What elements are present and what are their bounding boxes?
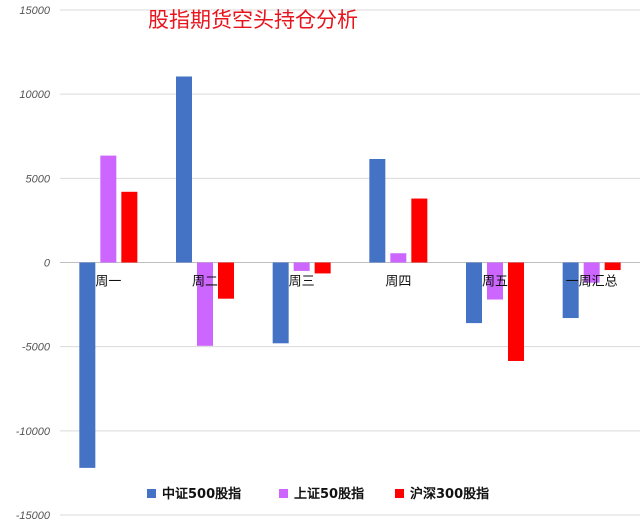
- y-tick-label: 10000: [19, 89, 50, 101]
- x-tick-label: 周二: [192, 275, 218, 290]
- bar-series-1-4: [369, 158, 386, 263]
- bar-series-3-1: [121, 191, 138, 263]
- bar-series-3-4: [411, 198, 428, 263]
- bar-series-3-3: [314, 262, 331, 274]
- bar-series-3-5: [508, 262, 524, 361]
- y-tick-label: 15000: [19, 5, 50, 17]
- x-tick-label: 一周汇总: [566, 275, 618, 290]
- bar-series-1-6: [562, 262, 579, 319]
- y-axis-ticks: 15000 10000 5000 0 -5000 -10000 -15000: [16, 5, 51, 519]
- legend-swatch: [395, 489, 404, 498]
- bar-series-1-3: [272, 262, 289, 344]
- bar-series-2-4: [390, 253, 407, 263]
- y-tick-label: -15000: [16, 510, 51, 519]
- legend-label: 沪深300股指: [410, 486, 489, 502]
- legend-swatch: [147, 489, 156, 498]
- legend-label: 中证500股指: [162, 486, 241, 502]
- bar-series-2-6: [583, 262, 600, 283]
- bar-series-2-1: [100, 155, 117, 263]
- gridlines: [60, 9, 640, 516]
- bar-series-1-1: [79, 262, 96, 468]
- y-tick-label: -5000: [22, 342, 51, 354]
- bars: [79, 76, 621, 468]
- bar-series-2-2: [197, 262, 213, 346]
- y-tick-label: 0: [44, 258, 51, 270]
- legend-swatch: [279, 489, 288, 498]
- chart-title: 股指期货空头持仓分析: [148, 8, 358, 32]
- y-tick-label: -10000: [16, 426, 51, 438]
- bar-series-2-5: [487, 262, 503, 300]
- legend: 中证500股指 上证50股指 沪深300股指: [147, 486, 489, 502]
- x-tick-label: 周一: [95, 275, 121, 290]
- bar-series-1-2: [176, 76, 192, 263]
- x-tick-label: 周三: [289, 275, 315, 290]
- bar-series-1-5: [466, 262, 482, 324]
- x-tick-label: 周四: [385, 275, 411, 290]
- x-axis-ticks: 周一 周二 周三 周四 周五 一周汇总: [95, 275, 617, 290]
- bar-series-3-2: [218, 262, 234, 299]
- bar-series-2-3: [293, 262, 310, 271]
- x-tick-label: 周五: [482, 275, 508, 290]
- y-tick-label: 5000: [26, 173, 51, 185]
- legend-label: 上证50股指: [294, 486, 364, 502]
- bar-series-3-6: [604, 262, 621, 271]
